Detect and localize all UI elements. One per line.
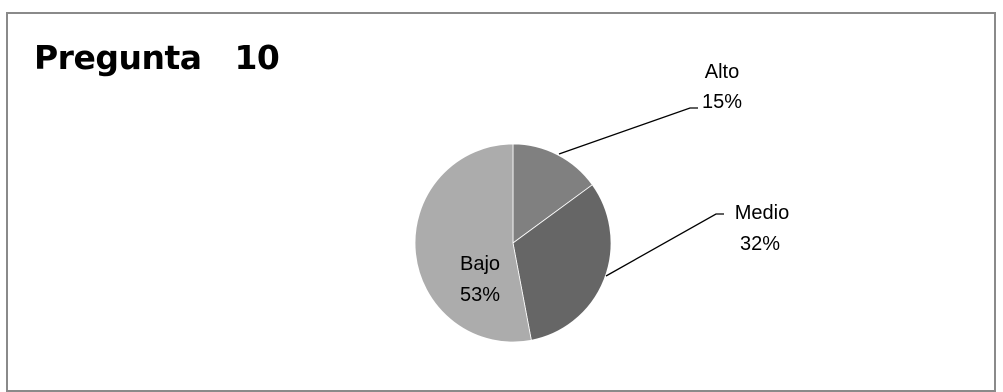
label-alto-pct: 15% xyxy=(702,91,742,113)
pie-slice-medio xyxy=(512,184,612,341)
label-medio-name: Medio xyxy=(735,202,789,224)
label-bajo-name: Bajo xyxy=(460,253,500,275)
label-bajo-pct: 53% xyxy=(460,284,500,306)
label-medio-pct: 32% xyxy=(740,233,780,255)
pie-chart: Alto 15% Medio 32% Bajo 53% xyxy=(414,61,789,343)
leader-lines xyxy=(558,107,724,277)
leader-line-alto xyxy=(558,107,698,155)
pie-slice-alto xyxy=(512,143,593,244)
leader-line-medio xyxy=(605,213,724,277)
chart-title: Pregunta 10 xyxy=(34,38,280,77)
label-alto-name: Alto xyxy=(705,61,739,83)
pie-slice-bajo xyxy=(414,143,532,343)
